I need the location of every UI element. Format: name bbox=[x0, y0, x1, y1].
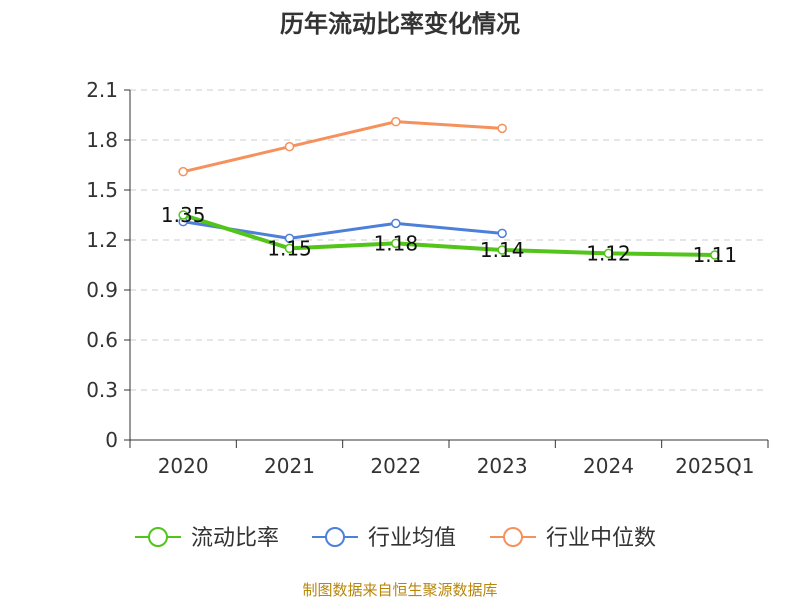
data-label: 1.11 bbox=[693, 243, 738, 267]
data-point-0 bbox=[178, 210, 188, 220]
data-point-0 bbox=[603, 248, 614, 259]
series-line-2 bbox=[182, 120, 503, 174]
y-tick-label: 1.8 bbox=[86, 128, 118, 152]
legend: 流动比率 行业均值 行业中位数 bbox=[135, 526, 656, 551]
data-label: 1.12 bbox=[586, 241, 631, 265]
legend-marker bbox=[503, 527, 523, 547]
data-point-1 bbox=[284, 233, 295, 244]
y-tick-label: 0 bbox=[105, 428, 118, 452]
data-point-0 bbox=[284, 243, 295, 254]
data-labels: 1.35 1.15 1.18 1.14 1.12 1.11 bbox=[161, 203, 737, 267]
data-point-0 bbox=[497, 245, 507, 255]
data-label: 1.14 bbox=[480, 238, 525, 262]
axes: 0 0.3 0.6 0.9 1.2 1.5 1.8 2.1 2020 2021 2022 2023 20… bbox=[86, 78, 769, 478]
data-point-2 bbox=[178, 166, 188, 177]
x-tick-label: 2020 bbox=[158, 454, 209, 478]
data-point-0 bbox=[710, 250, 720, 260]
y-tick-label: 0.6 bbox=[86, 328, 118, 352]
data-point-2 bbox=[497, 123, 507, 134]
data-point-0 bbox=[391, 238, 401, 249]
data-label: 1.35 bbox=[161, 203, 206, 227]
series-line-0 bbox=[182, 213, 715, 257]
y-tick-label: 1.2 bbox=[86, 228, 118, 252]
series-lines bbox=[178, 116, 720, 260]
data-label: 1.15 bbox=[267, 236, 312, 260]
x-tick-label: 2021 bbox=[264, 454, 315, 478]
y-tick-label: 1.5 bbox=[86, 178, 118, 202]
x-tick-label: 2024 bbox=[583, 454, 634, 478]
data-label: 1.18 bbox=[374, 231, 419, 255]
y-tick-label: 0.3 bbox=[86, 378, 118, 402]
legend-marker bbox=[148, 527, 168, 547]
x-tick-label: 2025Q1 bbox=[675, 454, 754, 478]
y-tick-label: 2.1 bbox=[86, 78, 118, 102]
data-point-2 bbox=[391, 116, 401, 127]
data-point-1 bbox=[497, 228, 507, 239]
source-note: 制图数据来自恒生聚源数据库 bbox=[302, 581, 498, 599]
data-point-2 bbox=[284, 141, 295, 152]
data-point-1 bbox=[391, 218, 401, 229]
legend-label: 流动比率 bbox=[191, 526, 279, 551]
legend-marker bbox=[325, 527, 345, 547]
legend-label: 行业均值 bbox=[368, 526, 456, 551]
grid-lines bbox=[130, 89, 768, 391]
x-tick-label: 2022 bbox=[370, 454, 421, 478]
y-tick-label: 0.9 bbox=[86, 278, 118, 302]
legend-label: 行业中位数 bbox=[546, 526, 656, 551]
x-tick-label: 2023 bbox=[477, 454, 528, 478]
chart-title: 历年流动比率变化情况 bbox=[280, 10, 520, 38]
